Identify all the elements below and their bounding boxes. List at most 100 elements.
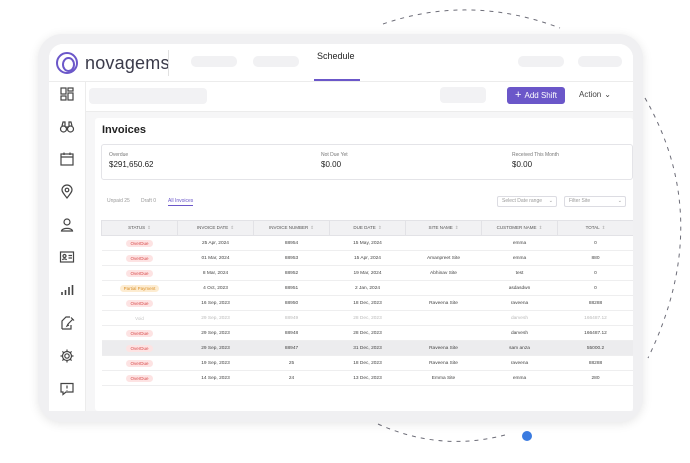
- due-date-cell: 28 Dec, 2023: [329, 310, 406, 326]
- status-badge: OverDue: [126, 329, 153, 337]
- summary-overdue: Overdue $291,650.62: [109, 152, 154, 169]
- column-header-invoice-number[interactable]: Invoice Number ⇕: [253, 220, 330, 236]
- column-header-due-date[interactable]: Due Date ⇕: [329, 220, 406, 236]
- due-date-cell: 18 Dec, 2023: [329, 295, 406, 311]
- page-title: Invoices: [102, 124, 147, 136]
- tab-unpaid[interactable]: Unpaid 25: [107, 198, 130, 204]
- status-badge: OverDue: [126, 374, 153, 382]
- column-header-invoice-date[interactable]: Invoice Date ⇕: [177, 220, 254, 236]
- app-screen: novagems Schedule: [49, 44, 633, 411]
- user-icon[interactable]: [58, 216, 76, 234]
- summary-panel: Overdue $291,650.62 Not Due Yet $0.00 Re…: [101, 144, 633, 180]
- table-row[interactable]: OverDue 14 Sep, 2023 24 13 Dec, 2023 Emma Si…: [101, 370, 633, 386]
- total-cell: 55000.2: [557, 340, 633, 356]
- status-badge: OverDue: [126, 239, 153, 247]
- total-cell: 0: [557, 235, 633, 251]
- due-date-cell: 18 Dec, 2023: [329, 355, 406, 371]
- active-tab-indicator: [314, 79, 360, 81]
- invoice-date-cell: 8 Mar, 2024: [177, 265, 254, 281]
- status-badge: OverDue: [126, 344, 153, 352]
- location-pin-icon[interactable]: [58, 183, 76, 201]
- logo-text: novagems: [85, 53, 170, 73]
- status-cell: OverDue: [101, 235, 178, 251]
- table-row[interactable]: OverDue 16 Sep, 2023 88950 18 Dec, 2023 Rave…: [101, 295, 633, 311]
- table-row[interactable]: OverDue 29 Sep, 2023 88947 31 Dec, 2023 Rave…: [101, 340, 633, 356]
- nav-placeholder-3[interactable]: [518, 56, 564, 67]
- customer-name-cell: emma: [481, 370, 558, 386]
- summary-value: $0.00: [321, 160, 342, 169]
- status-cell: OverDue: [101, 295, 178, 311]
- due-date-cell: 15 Apr, 2024: [329, 250, 406, 266]
- invoice-date-cell: 25 Apr, 2024: [177, 235, 254, 251]
- invoice-date-cell: 14 Sep, 2023: [177, 370, 254, 386]
- status-cell: OverDue: [101, 265, 178, 281]
- table-row[interactable]: OverDue 01 Mar, 2024 88953 15 Apr, 2024 Aman…: [101, 250, 633, 266]
- summary-value: $0.00: [512, 160, 533, 169]
- divider: [168, 50, 169, 76]
- due-date-cell: 19 Mar, 2024: [329, 265, 406, 281]
- customer-name-cell: darvesh: [481, 325, 558, 341]
- dashboard-icon[interactable]: [58, 85, 76, 103]
- site-name-cell: Emma Site: [405, 370, 482, 386]
- table-row[interactable]: OverDue 29 Sep, 2023 88948 28 Dec, 2023 darv…: [101, 325, 633, 341]
- total-cell: 88288: [557, 295, 633, 311]
- invoice-number-cell: 88953: [253, 250, 330, 266]
- id-card-icon[interactable]: [58, 248, 76, 266]
- sort-icon: ⇕: [230, 225, 235, 230]
- toolbar-placeholder[interactable]: [89, 88, 207, 104]
- feedback-alert-icon[interactable]: [58, 380, 76, 398]
- sort-icon: ⇕: [454, 225, 459, 230]
- status-badge: Void: [135, 315, 144, 321]
- column-label: Site Name: [428, 225, 453, 230]
- table-row[interactable]: OverDue 19 Sep, 2023 25 18 Dec, 2023 Raveena…: [101, 355, 633, 371]
- nav-placeholder-4[interactable]: [578, 56, 622, 67]
- status-cell: OverDue: [101, 250, 178, 266]
- status-cell: OverDue: [101, 325, 178, 341]
- sort-icon: ⇕: [377, 225, 382, 230]
- tab-schedule[interactable]: Schedule: [317, 51, 355, 61]
- nav-placeholder-1[interactable]: [191, 56, 237, 67]
- invoice-number-cell: 88951: [253, 280, 330, 296]
- toolbar-placeholder-2[interactable]: [440, 87, 486, 103]
- edit-document-icon[interactable]: [58, 314, 76, 332]
- sort-icon: ⇕: [310, 225, 315, 230]
- site-name-cell: [405, 310, 482, 326]
- tab-draft[interactable]: Draft 0: [141, 198, 157, 204]
- column-header-total[interactable]: Total ⇕: [557, 220, 633, 236]
- column-header-status[interactable]: Status ⇕: [101, 220, 178, 236]
- add-shift-button[interactable]: + Add Shift: [507, 87, 565, 104]
- plus-icon: +: [515, 89, 522, 101]
- nav-placeholder-2[interactable]: [253, 56, 299, 67]
- action-dropdown[interactable]: Action ⌄: [579, 90, 611, 99]
- invoice-date-cell: 29 Sep, 2023: [177, 325, 254, 341]
- column-header-site-name[interactable]: Site Name ⇕: [405, 220, 482, 236]
- table-row[interactable]: OverDue 8 Mar, 2024 88952 19 Mar, 2024 Abhin…: [101, 265, 633, 281]
- site-name-cell: [405, 280, 482, 296]
- binoculars-icon[interactable]: [58, 118, 76, 136]
- total-cell: 0: [557, 265, 633, 281]
- summary-label: Overdue: [109, 152, 129, 158]
- table-row[interactable]: Void 29 Sep, 2023 88949 28 Dec, 2023 darvesh…: [101, 310, 633, 326]
- customer-name-cell: asdasdwn: [481, 280, 558, 296]
- date-range-filter[interactable]: Select Date range ⌄: [497, 196, 557, 207]
- calendar-icon[interactable]: [58, 150, 76, 168]
- status-cell: Partial Payment: [101, 280, 178, 296]
- table-row[interactable]: Partial Payment 4 Oct, 2023 88951 2 Jan, 20…: [101, 280, 633, 296]
- table-header-row: Status ⇕ Invoice Date ⇕ Invoice Number ⇕ Du…: [101, 220, 633, 236]
- settings-gear-icon[interactable]: [58, 347, 76, 365]
- site-name-cell: [405, 235, 482, 251]
- invoice-date-cell: 16 Sep, 2023: [177, 295, 254, 311]
- column-label: Status: [128, 225, 146, 230]
- logo-icon: [56, 52, 78, 74]
- invoice-number-cell: 88954: [253, 235, 330, 251]
- table-body: OverDue 25 Apr, 2024 88954 15 May, 2024 emma…: [101, 235, 633, 386]
- invoice-number-cell: 88950: [253, 295, 330, 311]
- table-row[interactable]: OverDue 25 Apr, 2024 88954 15 May, 2024 emma…: [101, 235, 633, 251]
- tab-all-invoices[interactable]: All Invoices: [168, 198, 194, 206]
- site-filter[interactable]: Filter Site ⌄: [564, 196, 626, 207]
- column-header-customer-name[interactable]: Customer Name ⇕: [481, 220, 558, 236]
- toolbar: + Add Shift Action ⌄: [86, 82, 633, 112]
- bar-chart-icon[interactable]: [58, 281, 76, 299]
- site-name-cell: Raveena Site: [405, 340, 482, 356]
- invoice-date-cell: 29 Sep, 2023: [177, 310, 254, 326]
